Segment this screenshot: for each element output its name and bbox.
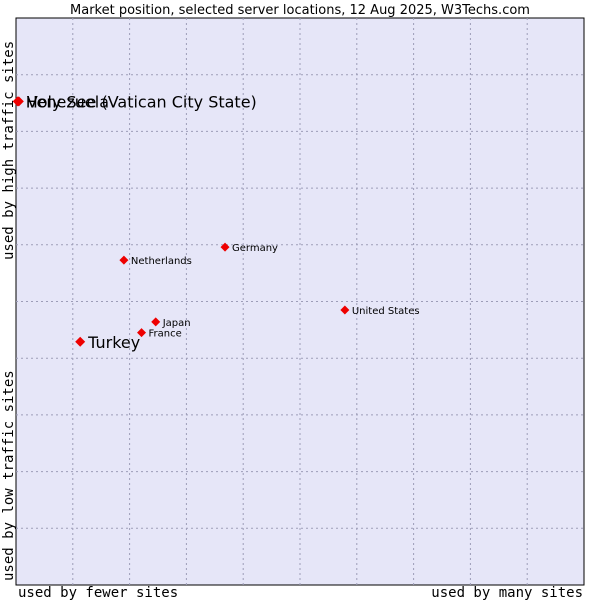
data-point-germany xyxy=(220,242,230,252)
data-point-united-states xyxy=(340,305,350,315)
point-label-venezuela: Venezuela xyxy=(27,92,109,111)
data-point-venezuela xyxy=(13,96,24,107)
point-label-holy-see-vatican-city-state: Holy See (Vatican City State) xyxy=(26,92,257,111)
x-axis-high-label: used by many sites xyxy=(431,585,583,600)
point-label-japan: Japan xyxy=(162,318,191,329)
point-label-united-states: United States xyxy=(352,306,420,317)
data-point-france xyxy=(137,328,147,338)
point-label-france: France xyxy=(149,329,182,340)
point-label-turkey: Turkey xyxy=(87,333,140,352)
y-axis-low-label: used by low traffic sites xyxy=(1,370,17,581)
plot-area xyxy=(15,17,585,586)
point-label-germany: Germany xyxy=(232,243,278,254)
point-label-netherlands: Netherlands xyxy=(131,256,192,267)
data-point-japan xyxy=(151,317,161,327)
data-point-turkey xyxy=(75,336,86,347)
data-point-netherlands xyxy=(119,255,129,265)
data-points: Holy See (Vatican City State)Venezuela Tu… xyxy=(12,92,420,352)
chart-title: Market position, selected server locatio… xyxy=(70,3,530,18)
y-axis-high-label: used by high traffic sites xyxy=(1,41,17,260)
x-axis-low-label: used by fewer sites xyxy=(18,585,178,600)
